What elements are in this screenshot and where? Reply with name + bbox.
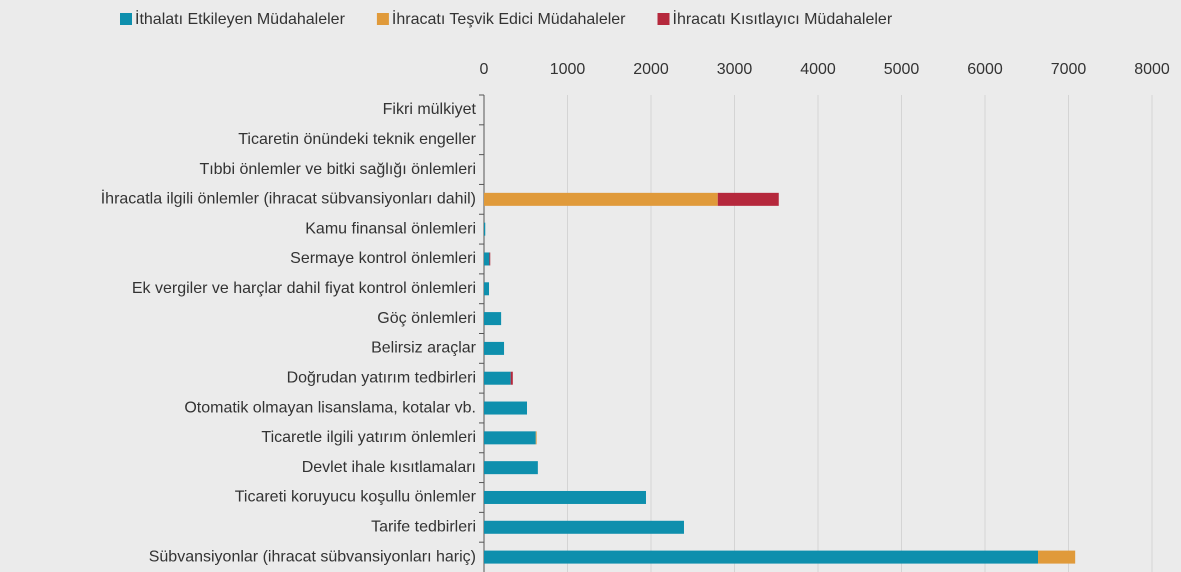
y-tick-label: Kamu finansal önlemleri [305,220,476,237]
bar-segment [484,401,528,415]
x-tick-label: 4000 [800,61,836,78]
y-tick-label: Sermaye kontrol önlemleri [290,250,476,267]
bar-segment [484,461,538,475]
y-tick-label: Tıbbi önlemler ve bitki sağlığı önlemler… [199,161,476,178]
y-tick-label: Ticaretle ilgili yatırım önlemleri [261,429,476,446]
bar-segment [489,252,491,266]
bar-segment [535,431,537,445]
bar-segment [484,222,486,236]
bar-segment [484,282,490,296]
y-tick-label: Ek vergiler ve harçlar dahil fiyat kontr… [132,280,476,297]
bar-segment [484,371,511,385]
y-tick-label: Belirsiz araçlar [371,340,477,357]
x-tick-label: 8000 [1134,61,1170,78]
legend-swatch [376,13,389,25]
x-tick-label: 6000 [967,61,1003,78]
x-tick-label: 7000 [1051,61,1087,78]
legend-label: İhracatı Kısıtlayıcı Müdahaleler [673,9,893,28]
x-tick-label: 3000 [717,61,753,78]
x-tick-label: 1000 [550,61,586,78]
y-tick-label: Ticareti koruyucu koşullu önlemler [235,489,477,506]
bar-segment [484,431,536,445]
legend-swatch [657,13,670,25]
x-tick-label: 0 [480,61,489,78]
y-tick-label: Göç önlemleri [377,310,476,327]
bar-segment [484,490,646,504]
y-tick-label: Sübvansiyonlar (ihracat sübvansiyonları … [149,548,476,565]
y-tick-label: Fikri mülkiyet [383,101,477,118]
y-tick-label: Doğrudan yatırım tedbirleri [287,369,476,386]
x-tick-label: 5000 [884,61,920,78]
bar-segment [484,341,505,355]
y-tick-label: Ticaretin önündeki teknik engeller [238,131,476,148]
bar-segment [484,312,502,326]
bar-segment [717,192,779,206]
y-tick-label: İhracatla ilgili önlemler (ihracat sübva… [101,189,476,208]
bar-segment [484,252,490,266]
bar-segment [484,520,684,534]
x-tick-label: 2000 [633,61,669,78]
bar-segment [484,550,1039,564]
bar-segment [484,192,718,206]
y-tick-label: Tarife tedbirleri [371,519,476,536]
legend-swatch [120,13,132,25]
bar-segment [1038,550,1076,564]
y-tick-label: Otomatik olmayan lisanslama, kotalar vb. [184,399,476,416]
legend-label: İthalatı Etkileyen Müdahaleler [135,9,346,28]
legend-label: İhracatı Teşvik Edici Müdahaleler [392,9,626,28]
y-tick-label: Devlet ihale kısıtlamaları [302,459,476,476]
bar-segment [510,371,513,385]
